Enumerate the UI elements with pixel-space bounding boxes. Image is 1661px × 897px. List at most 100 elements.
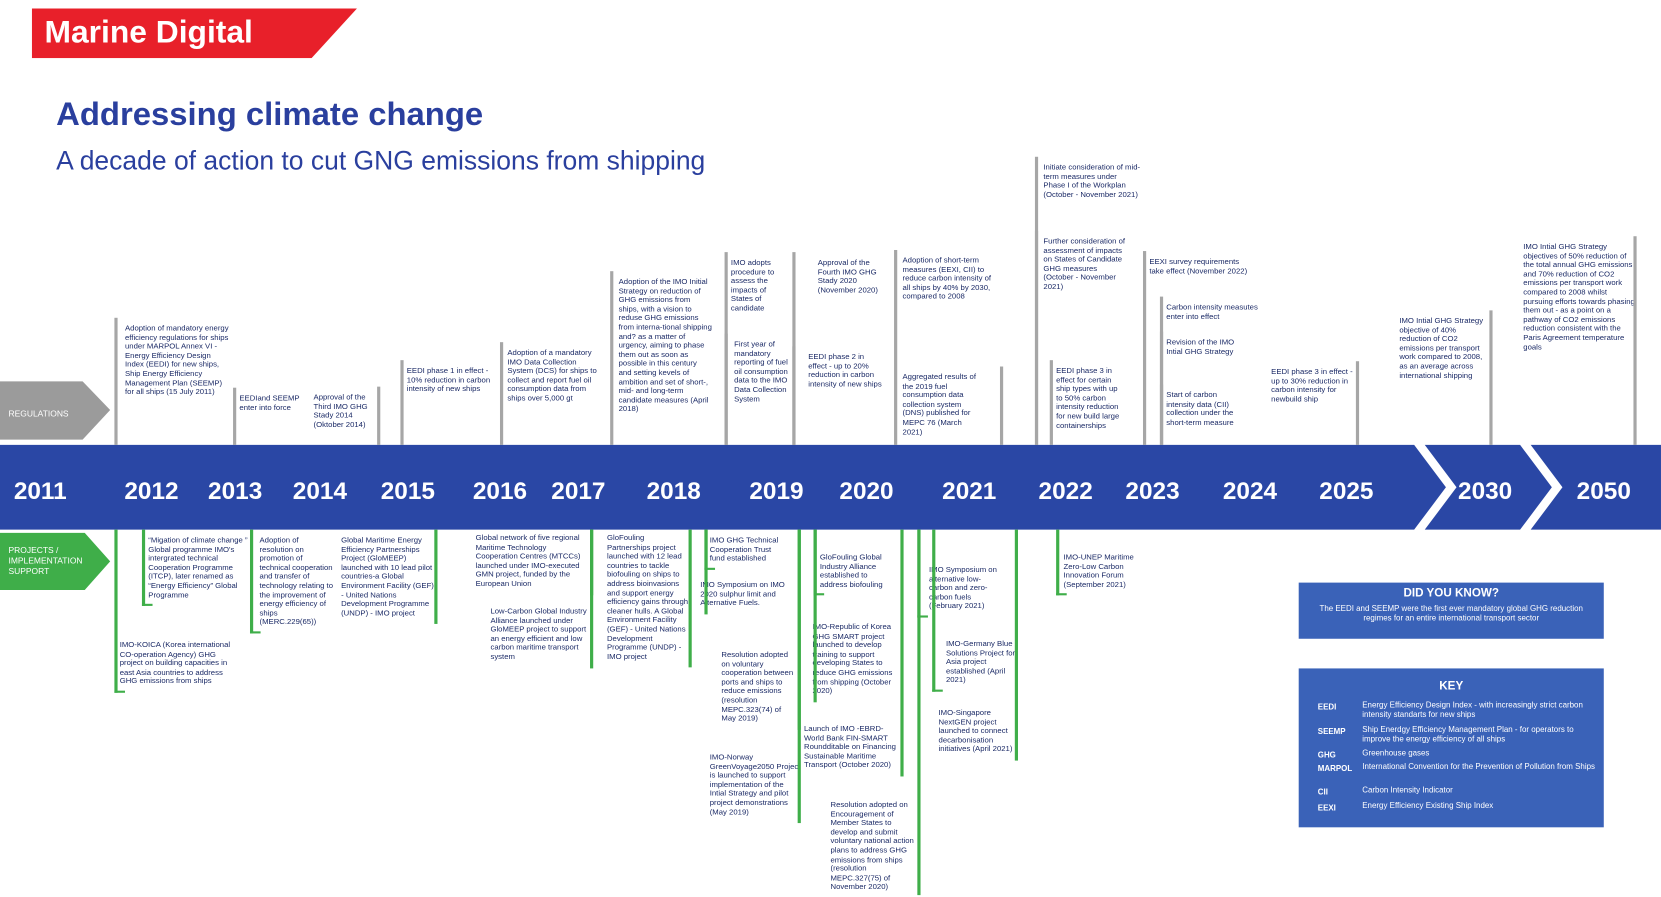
regulation-note: EEDI phase 2 in effect - up to 20% reduc… — [808, 351, 882, 389]
did-you-know: DID YOU KNOW? The EEDI and SEEMP were th… — [1298, 582, 1604, 639]
subtitle: A decade of action to cut GNG emissions … — [56, 146, 706, 176]
project-tick — [141, 603, 153, 606]
regulation-note: Adoption of mandatory energy efficiency … — [124, 323, 229, 397]
band — [0, 444, 1446, 530]
regulations-tab — [0, 381, 111, 440]
regulation-line — [894, 249, 898, 445]
project-note: Resolution adopted on Encouragement of M… — [830, 799, 914, 892]
key-term: EEXI — [1317, 802, 1336, 813]
year-label: 2021 — [942, 476, 997, 505]
project-note: Launch of IMO -EBRD-World Bank FIN-SMART… — [804, 723, 896, 770]
project-line — [813, 529, 817, 703]
regulation-note: IMO Intial GHG Strategy objective of 40%… — [1399, 315, 1484, 380]
did-you-know-text: The EEDI and SEEMP were the first ever m… — [1319, 603, 1583, 623]
project-note: IMO-KOICA (Korea international CO-operat… — [119, 639, 231, 686]
project-line — [688, 529, 692, 668]
project-line — [141, 529, 146, 606]
regulation-note: Initiate consideration of mid-term measu… — [1043, 162, 1141, 199]
key-definition: Carbon Intensity Indicator — [1362, 784, 1453, 795]
key-term: CII — [1317, 787, 1328, 797]
project-tick — [249, 631, 261, 634]
regulation-line — [1355, 361, 1360, 445]
regulation-note: Adoption of a mandatory IMO Data Collect… — [507, 347, 597, 403]
year-label: 2022 — [1038, 476, 1093, 505]
regulation-line — [1142, 251, 1147, 445]
project-note: IMO-Germany Blue Solutions Project for A… — [945, 638, 1016, 685]
regulation-note: IMO adopts procedure to assess the impac… — [730, 257, 775, 313]
projects-label: PROJECTS / IMPLEMENTATION SUPPORT — [8, 545, 83, 577]
year-label: 2023 — [1125, 476, 1180, 505]
project-tick — [1056, 593, 1067, 596]
title: Addressing climate change — [56, 95, 484, 133]
project-note: Low-Carbon Global Industry Alliance laun… — [490, 605, 587, 661]
year-label: 2017 — [551, 476, 606, 505]
regulation-note: EEDI phase 1 in effect - 10% reduction i… — [406, 365, 491, 394]
key-term: SEEMP — [1317, 726, 1346, 737]
project-tick — [704, 567, 716, 570]
regulation-line — [1034, 230, 1039, 445]
regulation-note: Carbon intensity measutes enter into eff… — [1166, 301, 1258, 321]
regulation-line — [1159, 384, 1164, 445]
band-chevron — [1424, 444, 1552, 530]
key-title: KEY — [1439, 680, 1464, 693]
project-tick — [932, 689, 943, 692]
project-note: GloFouling Partnerships project launched… — [606, 532, 689, 661]
regulation-note: Aggregated results of the 2019 fuel cons… — [902, 371, 977, 436]
project-line — [900, 529, 904, 777]
project-tick — [813, 593, 825, 596]
regulation-note: First year of mandatory reporting of fue… — [734, 338, 788, 404]
key-definition: Greenhouse gases — [1362, 747, 1430, 758]
year-label: 2014 — [292, 476, 348, 505]
regulation-note: IMO Intial GHG Strategy objectives of 50… — [1523, 241, 1635, 352]
key-term: GHG — [1317, 749, 1336, 760]
project-line — [249, 529, 254, 634]
band-end — [1530, 444, 1661, 530]
year-label: 2011 — [13, 476, 67, 505]
regulation-note: Start of carbon intensity data (CII) col… — [1166, 389, 1234, 427]
regulation-note: EEDI phase 3 in effect for certain ship … — [1056, 365, 1120, 430]
year-label: 2018 — [646, 476, 701, 505]
project-note: IMO Symposium on alternative low-carbon … — [929, 564, 997, 611]
project-note: IMO GHG Technical Cooperation Trust fund… — [709, 534, 779, 563]
timeline-band — [0, 381, 1661, 591]
project-line — [1056, 529, 1060, 596]
regulation-note: EEXI survey requirements take effect (No… — [1149, 256, 1248, 275]
regulation-line — [1049, 360, 1053, 445]
project-note: IMO-Norway GreenVoyage2050 Project is la… — [709, 752, 801, 817]
project-note: “Migation of climate change ” Global pro… — [148, 534, 248, 600]
project-line — [917, 529, 921, 618]
key-term: MARPOL — [1317, 763, 1353, 774]
year-label: 2050 — [1576, 476, 1631, 505]
regulation-line — [724, 333, 728, 445]
project-note: IMO-UNEP Maritime Zero-Low Carbon Innova… — [1063, 551, 1134, 589]
year-label: 2015 — [380, 476, 435, 505]
brand-name: Marine Digital — [44, 14, 253, 50]
year-label: 2024 — [1222, 476, 1278, 505]
regulation-note: EEDI phase 3 in effect - up to 30% reduc… — [1271, 366, 1353, 404]
regulation-line — [999, 366, 1004, 445]
year-label: 2016 — [472, 476, 528, 505]
year-label: 2019 — [749, 476, 804, 505]
project-note: Global network of five regional Maritime… — [475, 532, 581, 588]
project-note: Adoption of resolution on promotion of t… — [259, 534, 334, 627]
project-note: IMO Symposium on IMO 2020 sulphur limit … — [700, 579, 785, 608]
regulation-line — [233, 387, 237, 445]
project-line — [590, 529, 594, 669]
project-line — [704, 529, 708, 615]
key-term: EEDI — [1317, 702, 1337, 712]
regulation-line — [114, 317, 118, 445]
project-line — [1014, 529, 1018, 761]
project-line — [932, 529, 936, 692]
regulation-note: Further consideration of assessment of i… — [1043, 236, 1126, 292]
regulation-note: Adoption of the IMO Initial Strategy on … — [618, 276, 712, 414]
regulation-line — [792, 346, 796, 445]
project-note: Global Maritime Energy Efficiency Partne… — [341, 534, 434, 618]
project-tick — [917, 615, 928, 618]
project-note: Resolution adopted on voluntary cooperat… — [721, 649, 794, 723]
project-line — [434, 529, 438, 624]
project-line — [114, 529, 118, 693]
key-definition: Energy Efficiency Design Index - with in… — [1362, 700, 1583, 720]
regulation-line — [377, 386, 381, 445]
